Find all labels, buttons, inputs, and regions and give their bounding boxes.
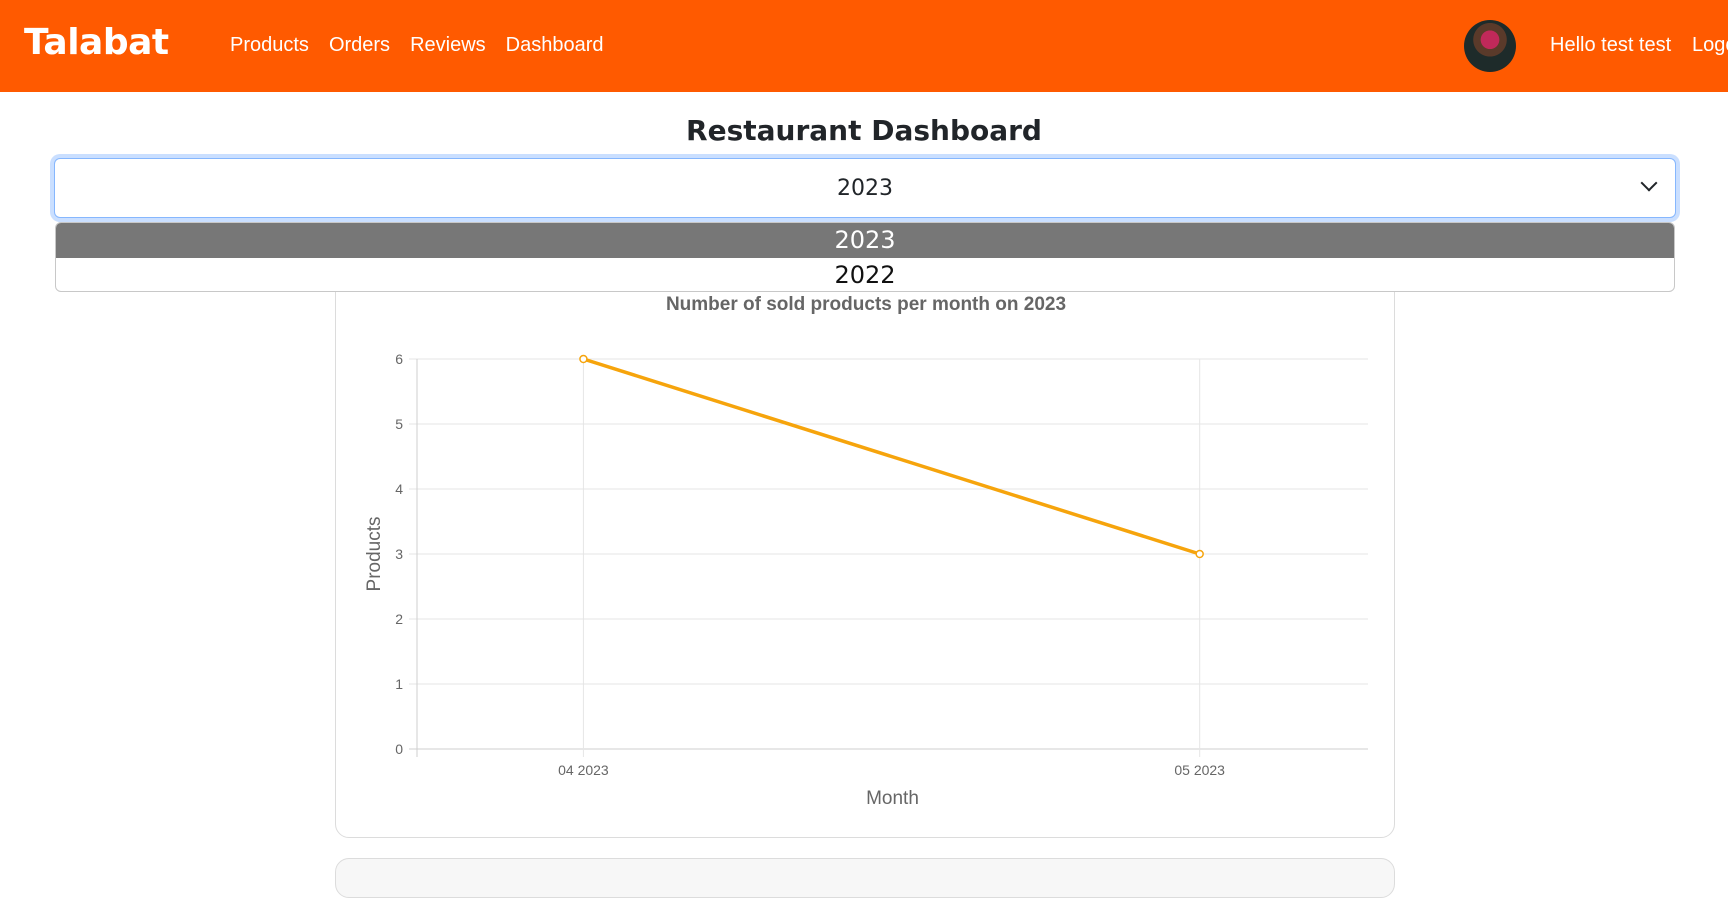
- navbar: Talabat Products Orders Reviews Dashboar…: [0, 0, 1728, 92]
- nav-link-products[interactable]: Products: [230, 34, 309, 56]
- y-tick-label: 6: [395, 351, 403, 367]
- y-tick-label: 3: [395, 546, 403, 562]
- page-title: Restaurant Dashboard: [686, 114, 1042, 147]
- year-select[interactable]: 2023: [54, 158, 1676, 218]
- user-greeting: Hello test test: [1550, 34, 1672, 56]
- year-select-value: 2023: [837, 176, 893, 201]
- logout-link[interactable]: Logout: [1692, 34, 1728, 56]
- chart-card: Number of sold products per month on 202…: [335, 270, 1395, 838]
- nav-link-reviews[interactable]: Reviews: [410, 34, 486, 56]
- nav-links: Products Orders Reviews Dashboard: [230, 34, 603, 57]
- brand-logo[interactable]: Talabat: [24, 22, 169, 63]
- nav-link-dashboard[interactable]: Dashboard: [505, 34, 604, 56]
- x-tick-label: 04 2023: [558, 762, 609, 778]
- avatar[interactable]: [1464, 20, 1516, 72]
- y-tick-label: 5: [395, 416, 403, 432]
- second-card: [335, 858, 1395, 898]
- line-chart: Number of sold products per month on 202…: [364, 294, 1368, 809]
- y-tick-label: 2: [395, 611, 403, 627]
- data-point: [579, 354, 588, 364]
- chart-title: Number of sold products per month on 202…: [666, 294, 1066, 315]
- data-point: [1195, 549, 1204, 559]
- year-dropdown-list: 2023 2022: [55, 222, 1675, 292]
- nav-link-orders[interactable]: Orders: [328, 34, 391, 56]
- x-tick-label: 05 2023: [1174, 762, 1225, 778]
- y-tick-label: 4: [395, 481, 403, 497]
- year-option-2022[interactable]: 2022: [834, 261, 896, 289]
- year-option-2023[interactable]: 2023: [56, 223, 1674, 258]
- y-axis-title: Products: [364, 517, 385, 592]
- x-axis-title: Month: [866, 788, 919, 809]
- y-tick-label: 0: [395, 741, 403, 757]
- series-line: [582, 357, 1201, 556]
- y-tick-label: 1: [395, 676, 403, 692]
